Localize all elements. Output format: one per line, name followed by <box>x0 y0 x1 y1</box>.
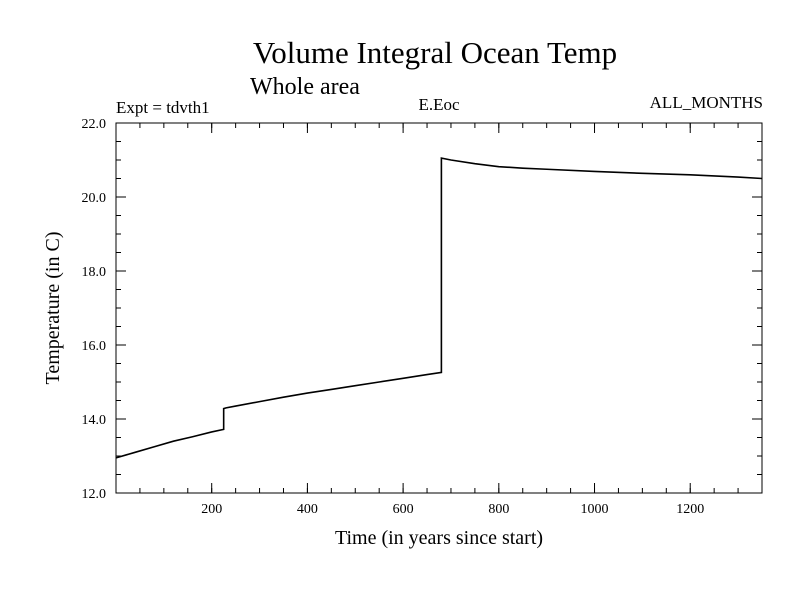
y-tick-label: 12.0 <box>82 487 107 502</box>
series-group <box>115 157 763 459</box>
header-left-label: Expt = tdvth1 <box>116 98 210 117</box>
x-tick-labels: 200 400 600 800 1000 1200 <box>201 502 704 517</box>
y-tick-label: 18.0 <box>82 265 107 280</box>
major-ticks <box>116 122 762 494</box>
y-tick-label: 14.0 <box>82 413 107 428</box>
x-tick-label: 800 <box>488 502 509 517</box>
header-right-label: ALL_MONTHS <box>650 93 763 112</box>
x-tick-label: 600 <box>393 502 414 517</box>
plot-area: 200 400 600 800 1000 1200 12.0 14.0 16.0 18.0 20.… <box>82 117 763 517</box>
minor-ticks <box>116 123 762 493</box>
x-tick-label: 200 <box>201 502 222 517</box>
header-center-label: E.Eoc <box>418 95 460 114</box>
chart-title: Volume Integral Ocean Temp <box>253 35 617 70</box>
x-tick-label: 400 <box>297 502 318 517</box>
y-tick-label: 20.0 <box>82 191 107 206</box>
y-tick-label: 22.0 <box>82 117 107 132</box>
x-tick-label: 1000 <box>581 502 609 517</box>
plot-frame <box>115 122 763 494</box>
y-axis-label: Temperature (in C) <box>42 232 64 385</box>
chart-subtitle: Whole area <box>250 74 360 100</box>
y-tick-labels: 12.0 14.0 16.0 18.0 20.0 22.0 <box>82 117 107 502</box>
x-tick-label: 1200 <box>676 502 704 517</box>
x-axis-label: Time (in years since start) <box>335 527 543 549</box>
series-line <box>115 157 763 459</box>
y-tick-label: 16.0 <box>82 339 107 354</box>
